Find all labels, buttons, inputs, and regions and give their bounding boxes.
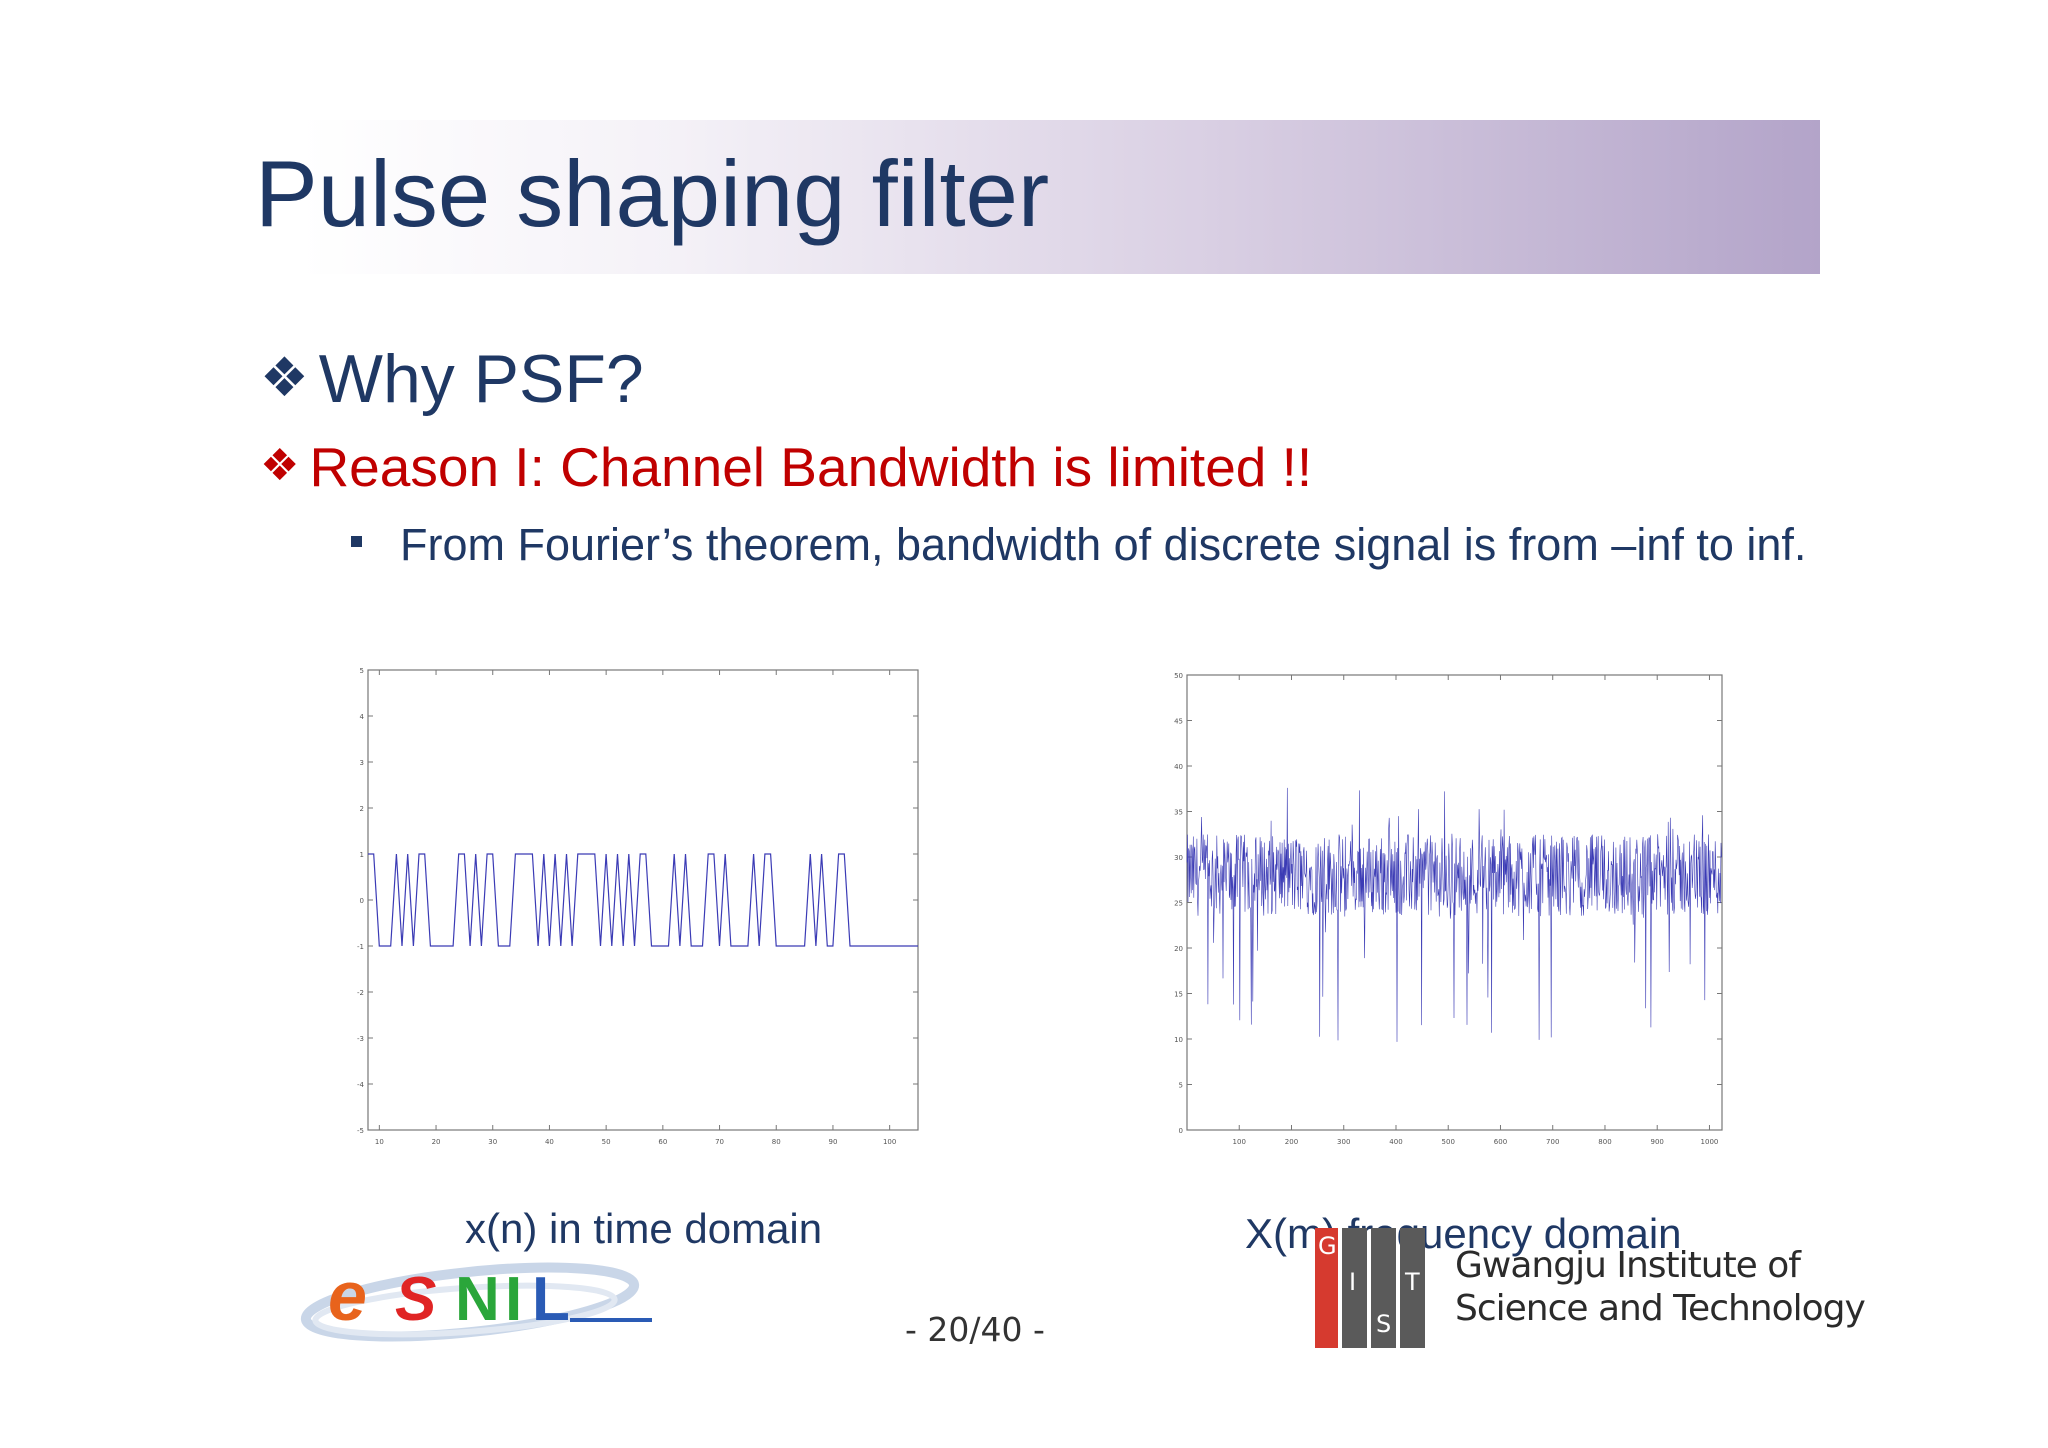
svg-text:I: I bbox=[505, 1265, 522, 1334]
gist-red-bar bbox=[1315, 1228, 1338, 1348]
y-tick-label: 10 bbox=[1174, 1036, 1183, 1044]
title-band bbox=[300, 120, 1820, 274]
x-tick-label: 30 bbox=[488, 1138, 497, 1146]
x-tick-label: 20 bbox=[432, 1138, 441, 1146]
y-tick-label: -5 bbox=[357, 1127, 364, 1135]
x-tick-label: 400 bbox=[1389, 1138, 1402, 1146]
y-tick-label: 25 bbox=[1174, 900, 1183, 908]
frequency-domain-plot: 100 200 300 400 500 600 700 800 900 1000504540353… bbox=[1174, 672, 1723, 1146]
gist-name-line2: Science and Technology bbox=[1455, 1288, 1866, 1329]
bullet-text: Why PSF? bbox=[318, 341, 644, 417]
y-tick-label: -3 bbox=[357, 1035, 364, 1043]
x-tick-label: 300 bbox=[1337, 1138, 1350, 1146]
y-tick-label: 3 bbox=[360, 759, 364, 767]
x-tick-label: 200 bbox=[1285, 1138, 1298, 1146]
gist-gray-bar bbox=[1371, 1228, 1396, 1348]
y-tick-label: 0 bbox=[360, 897, 364, 905]
y-tick-label: -2 bbox=[357, 989, 364, 997]
y-tick-label: -1 bbox=[357, 943, 364, 951]
x-tick-label: 80 bbox=[772, 1138, 781, 1146]
x-tick-label: 10 bbox=[375, 1138, 384, 1146]
y-tick-label: 0 bbox=[1179, 1127, 1183, 1135]
x-tick-label: 40 bbox=[545, 1138, 554, 1146]
x-tick-label: 700 bbox=[1546, 1138, 1559, 1146]
diamond-bullet-icon: ❖ bbox=[260, 441, 300, 490]
y-tick-label: 15 bbox=[1174, 991, 1183, 999]
y-tick-label: 5 bbox=[360, 667, 364, 675]
x-tick-label: 100 bbox=[883, 1138, 896, 1146]
time-signal-line bbox=[368, 853, 918, 947]
frequency-magnitude-line bbox=[1186, 787, 1722, 1042]
plot-frame bbox=[367, 669, 919, 1131]
gist-letter: S bbox=[1376, 1310, 1392, 1338]
svg-text:N: N bbox=[455, 1265, 500, 1334]
y-tick-label: 50 bbox=[1174, 672, 1183, 680]
y-tick-label: 2 bbox=[360, 805, 364, 813]
y-tick-label: 5 bbox=[1179, 1082, 1183, 1090]
y-tick-label: 20 bbox=[1174, 945, 1183, 953]
gist-gray-bar bbox=[1400, 1228, 1425, 1348]
bullet-why-psf: ❖ Why PSF? bbox=[260, 340, 644, 418]
esnl-logo: e S N I L bbox=[300, 1257, 652, 1342]
x-tick-label: 800 bbox=[1598, 1138, 1611, 1146]
svg-text:L: L bbox=[532, 1265, 570, 1334]
y-tick-label: 35 bbox=[1174, 809, 1183, 817]
y-tick-label: 4 bbox=[360, 713, 365, 721]
x-tick-label: 60 bbox=[658, 1138, 667, 1146]
gist-letter: I bbox=[1349, 1268, 1357, 1296]
y-tick-label: 30 bbox=[1174, 854, 1183, 862]
x-tick-label: 90 bbox=[828, 1138, 837, 1146]
gist-letter: T bbox=[1405, 1268, 1420, 1296]
svg-text:e: e bbox=[328, 1257, 367, 1335]
y-tick-label: -4 bbox=[357, 1081, 365, 1089]
x-tick-label: 900 bbox=[1651, 1138, 1664, 1146]
x-tick-label: 1000 bbox=[1701, 1138, 1719, 1146]
y-tick-label: 40 bbox=[1174, 763, 1183, 771]
y-tick-label: 1 bbox=[360, 851, 364, 859]
bullet-reason: ❖ Reason I: Channel Bandwidth is limited … bbox=[260, 435, 1312, 499]
gist-letter: G bbox=[1318, 1232, 1337, 1260]
x-tick-label: 500 bbox=[1442, 1138, 1455, 1146]
time-domain-caption: x(n) in time domain bbox=[465, 1205, 823, 1252]
sub-bullet-text: From Fourier’s theorem, bandwidth of dis… bbox=[400, 519, 1807, 570]
slide-title: Pulse shaping filter bbox=[255, 141, 1050, 246]
diamond-bullet-icon: ❖ bbox=[260, 347, 309, 408]
gist-logo: G I S T bbox=[1315, 1228, 1425, 1348]
x-tick-label: 100 bbox=[1233, 1138, 1246, 1146]
gist-name-line1: Gwangju Institute of bbox=[1455, 1245, 1801, 1286]
x-tick-label: 70 bbox=[715, 1138, 724, 1146]
bullet-text: Reason I: Channel Bandwidth is limited !… bbox=[309, 436, 1313, 498]
x-tick-label: 600 bbox=[1494, 1138, 1507, 1146]
svg-text:S: S bbox=[395, 1265, 436, 1334]
x-tick-label: 50 bbox=[602, 1138, 611, 1146]
page-number: - 20/40 - bbox=[905, 1310, 1045, 1349]
square-bullet-icon bbox=[351, 536, 362, 547]
y-tick-label: 45 bbox=[1174, 718, 1183, 726]
gist-gray-bar bbox=[1342, 1228, 1367, 1348]
